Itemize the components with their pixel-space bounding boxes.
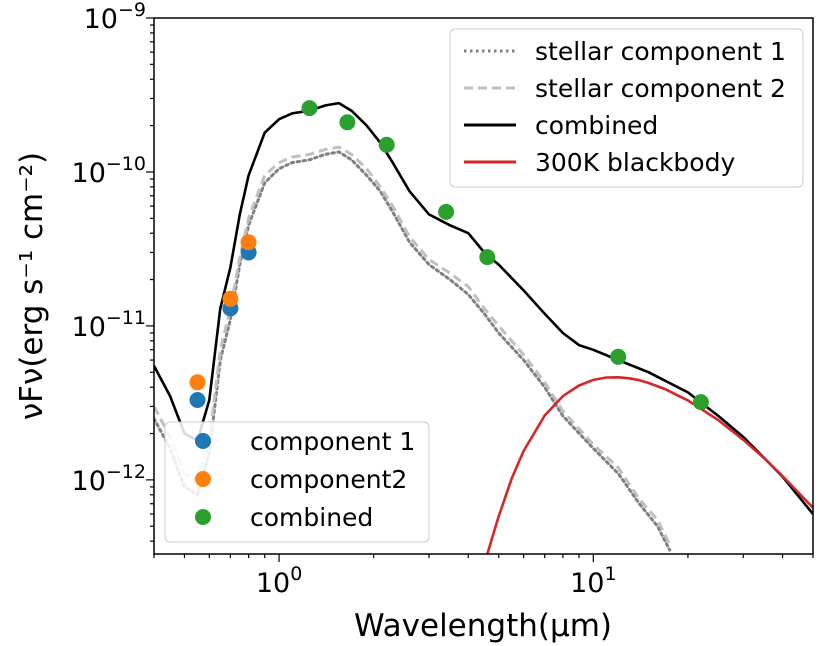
y-tick-label: 10−11 [72,307,146,343]
point-component2 [240,234,257,251]
legend-point-label: combined [250,503,373,532]
legend-points-box [164,421,430,543]
point-combined [610,348,627,365]
point-component2 [222,290,239,307]
legend-lines: stellar component 1 stellar component 2 co… [449,28,804,188]
point-component-1 [189,392,206,408]
legend-point-label: component2 [250,465,407,494]
legend-point-swatch [195,433,211,449]
point-combined [692,394,709,411]
x-axis-label: Wavelength(μm) [354,608,612,644]
y-tick-label: 10−12 [72,461,146,497]
plot-frame [153,17,814,555]
x-tick-label: 100 [256,563,302,599]
y-axis-label: νFν(erg s⁻¹ cm⁻²) [14,152,50,420]
point-component2 [189,374,206,391]
series-stellar-component-1 [154,150,672,552]
point-combined [438,203,455,220]
y-tick-label: 10−9 [84,0,146,35]
legend-point-swatch [195,509,211,525]
y-tick-label: 10−10 [72,153,146,189]
point-combined [378,136,395,153]
x-tick-label: 101 [570,563,616,599]
point-combined [479,249,496,266]
legend-line-label: combined [535,111,658,140]
legend-point-swatch [195,471,211,487]
series-300k-blackbody [486,376,813,554]
legend-line-label: 300K blackbody [535,148,735,177]
legend-line-label: stellar component 2 [535,74,786,103]
points-layer [189,100,709,411]
legend-point-label: component 1 [250,427,415,456]
point-combined [301,100,318,117]
legend-points: component 1 component2 combined [164,421,430,543]
legend-lines-box [449,28,804,188]
legend-line-label: stellar component 1 [535,37,786,66]
axis-ticks: 100 101 10−9 10−10 10−11 10−12 [72,0,814,599]
point-combined [339,114,356,131]
